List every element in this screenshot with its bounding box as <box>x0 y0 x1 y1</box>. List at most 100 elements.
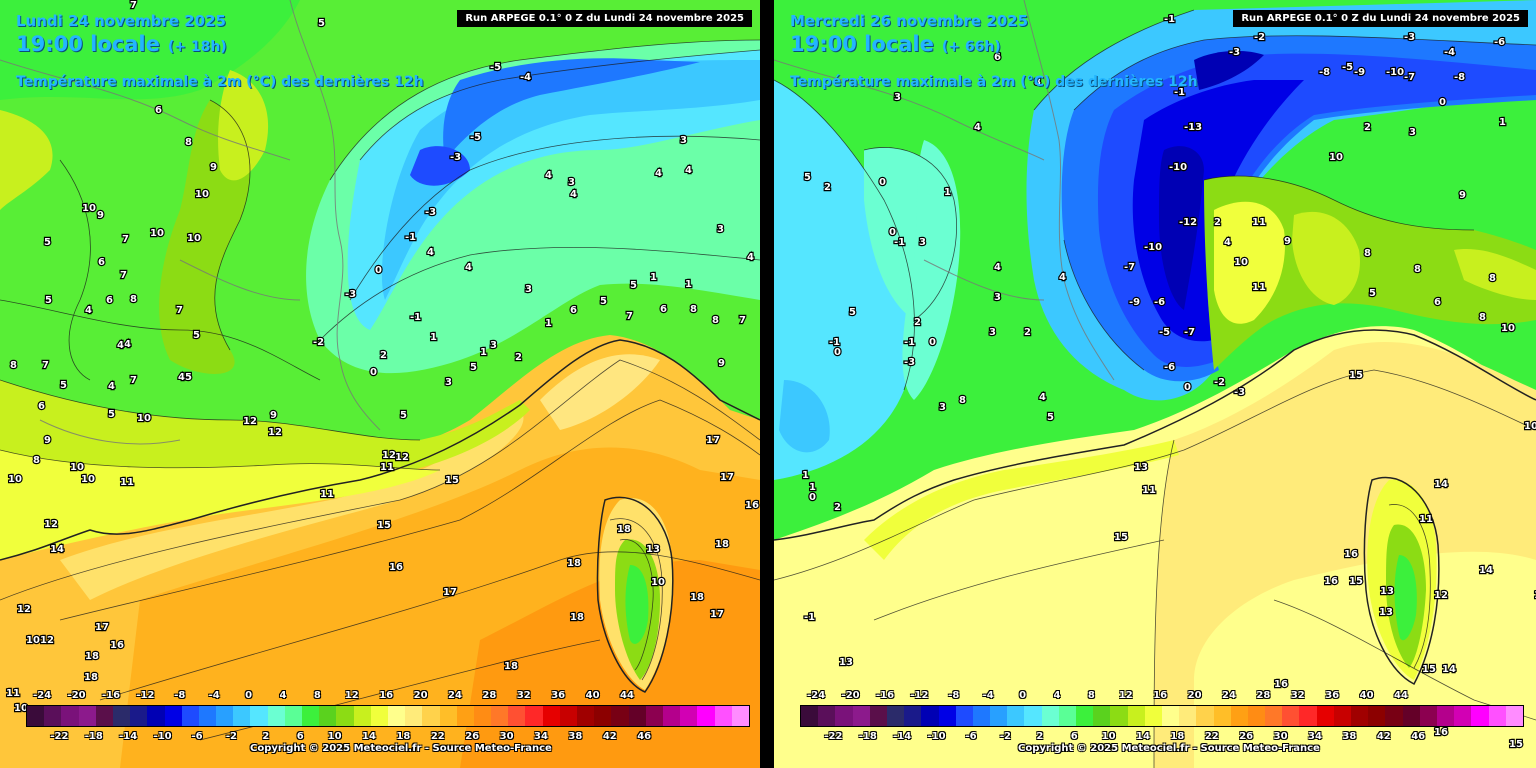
legend-swatch <box>353 706 371 726</box>
temperature-value-label: 4 <box>747 252 754 263</box>
temperature-value-label: 10 <box>82 203 96 214</box>
temperature-value-label: 8 <box>185 137 192 148</box>
temperature-value-label: 9 <box>270 410 277 421</box>
legend-swatch <box>611 706 629 726</box>
temperature-value-label: 4 <box>117 340 124 351</box>
temperature-value-label: 12 <box>40 635 54 646</box>
temperature-value-label: 18 <box>85 651 99 662</box>
temperature-value-label: 4 <box>124 339 131 350</box>
temperature-value-label: 12 <box>382 450 396 461</box>
legend-swatch <box>1299 706 1317 726</box>
temperature-value-label: 17 <box>443 587 457 598</box>
legend-swatch <box>78 706 96 726</box>
temperature-value-label: 0 <box>375 265 382 276</box>
legend-swatch <box>714 706 732 726</box>
legend-swatch <box>1196 706 1214 726</box>
temperature-value-label: 15 <box>1349 576 1363 587</box>
temperature-value-label: 3 <box>939 402 946 413</box>
temperature-value-label: 14 <box>50 544 64 555</box>
temperature-value-label: 2 <box>1364 122 1371 133</box>
temperature-value-label: 3 <box>680 135 687 146</box>
temperature-value-label: 6 <box>994 52 1001 63</box>
temperature-value-label: 13 <box>839 657 853 668</box>
temperature-value-label: 3 <box>568 177 575 188</box>
legend-swatch <box>869 706 887 726</box>
legend-swatch <box>731 706 749 726</box>
legend-tick-label: 40 <box>1359 690 1374 701</box>
legend-swatch <box>336 706 354 726</box>
legend-tick-label: 20 <box>413 690 428 701</box>
legend-tick-label: -8 <box>174 690 186 701</box>
temperature-value-label: 15 <box>377 520 391 531</box>
temperature-value-label: 9 <box>97 210 104 221</box>
legend-tick-label: 0 <box>1019 690 1027 701</box>
right-map-panel: -1 -2 -3 -5 -3 -4 -6 0 -1 -8 -9 -10 -7 -8 2 3 1 10 9 11 9 10 1… <box>774 0 1536 768</box>
legend-swatch <box>130 706 148 726</box>
legend-tick-label: -6 <box>965 731 977 742</box>
legend-tick-label: -4 <box>208 690 220 701</box>
temperature-value-label: 8 <box>10 360 17 371</box>
temperature-value-label: 11 <box>1252 282 1266 293</box>
temperature-value-label: 3 <box>717 224 724 235</box>
temperature-value-label: 5 <box>1369 288 1376 299</box>
temperature-value-label: 18 <box>567 558 581 569</box>
temperature-value-label: 11 <box>380 462 394 473</box>
temperature-value-label: 3 <box>994 292 1001 303</box>
temperature-value-label: 18 <box>504 661 518 672</box>
temperature-value-label: -7 <box>1124 262 1135 273</box>
temperature-value-label: -3 <box>450 152 461 163</box>
temperature-value-label: 15 <box>1114 532 1128 543</box>
temperature-value-label: 2 <box>380 350 387 361</box>
temperature-value-label: -4 <box>1444 47 1455 58</box>
legend-swatch <box>1247 706 1266 726</box>
temperature-value-label: 2 <box>515 352 522 363</box>
temperature-value-label: 5 <box>193 330 200 341</box>
legend-swatch <box>577 706 595 726</box>
legend-swatch <box>645 706 663 726</box>
legend-tick-label: 0 <box>245 690 253 701</box>
temperature-value-label: -10 <box>1169 162 1187 173</box>
legend-swatch <box>801 706 819 726</box>
temperature-value-label: 17 <box>710 609 724 620</box>
temperature-value-label: 3 <box>989 327 996 338</box>
temperature-value-label: -3 <box>425 207 436 218</box>
legend-swatch <box>525 706 543 726</box>
legend-tick-label: 38 <box>1342 731 1357 742</box>
temperature-value-label: 12 <box>268 427 282 438</box>
legend-tick-label: -22 <box>50 731 69 742</box>
legend-tick-label: -22 <box>824 731 843 742</box>
legend-tick-label: 16 <box>379 690 394 701</box>
temperature-value-label: 5 <box>60 380 67 391</box>
legend-color-bar <box>26 705 750 727</box>
local-time: 19:00 locale <box>16 32 160 56</box>
temperature-value-label: -3 <box>1229 47 1240 58</box>
legend-swatch <box>233 706 251 726</box>
legend-tick-label: 46 <box>1411 731 1426 742</box>
temperature-value-label: -6 <box>1164 362 1175 373</box>
temperature-value-label: 2 <box>834 502 841 513</box>
local-time: 19:00 locale <box>790 32 934 56</box>
temperature-value-label: 18 <box>715 539 729 550</box>
temperature-value-label: 16 <box>110 640 124 651</box>
legend-swatch <box>1213 706 1231 726</box>
legend-swatch <box>1093 706 1111 726</box>
legend-tick-label: 10 <box>327 731 342 742</box>
temperature-value-label: 10 <box>1329 152 1343 163</box>
temperature-value-label: 7 <box>130 0 137 11</box>
legend-tick-label: 18 <box>1170 731 1185 742</box>
legend-tick-label: 46 <box>637 731 652 742</box>
temperature-value-label: 4 <box>1059 272 1066 283</box>
temperature-value-label: 8 <box>1479 312 1486 323</box>
temperature-value-label: 4 <box>655 168 662 179</box>
legend-swatch <box>1265 706 1283 726</box>
legend-swatch <box>1436 706 1455 726</box>
legend-swatch <box>250 706 268 726</box>
legend-swatch <box>697 706 715 726</box>
legend-swatch <box>27 706 45 726</box>
legend-tick-label: 42 <box>1376 731 1391 742</box>
temperature-value-label: 18 <box>84 672 98 683</box>
temperature-value-label: 1 <box>685 279 692 290</box>
temperature-value-label: 11 <box>1142 485 1156 496</box>
legend-swatch <box>302 706 320 726</box>
